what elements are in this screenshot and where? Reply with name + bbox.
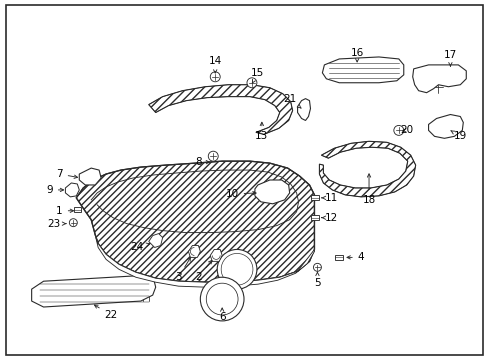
Text: 21: 21 (283, 94, 301, 108)
Circle shape (208, 151, 218, 161)
Text: 8: 8 (195, 157, 209, 167)
Polygon shape (322, 57, 403, 83)
Text: 2: 2 (195, 260, 211, 282)
Polygon shape (188, 246, 200, 257)
Polygon shape (427, 114, 462, 138)
Text: 3: 3 (175, 258, 190, 282)
Polygon shape (319, 141, 415, 197)
Polygon shape (95, 235, 314, 287)
Text: 22: 22 (94, 305, 118, 320)
Polygon shape (254, 180, 289, 204)
Text: 19: 19 (450, 131, 466, 141)
Text: 7: 7 (56, 169, 78, 179)
Text: 18: 18 (362, 174, 375, 205)
Text: 13: 13 (255, 122, 268, 141)
Text: 11: 11 (321, 193, 337, 203)
Polygon shape (412, 65, 466, 93)
Text: 10: 10 (225, 189, 256, 199)
Circle shape (217, 249, 256, 289)
Polygon shape (297, 99, 310, 121)
Text: 5: 5 (313, 272, 320, 288)
Circle shape (200, 277, 244, 321)
Polygon shape (32, 275, 155, 307)
Circle shape (246, 78, 256, 88)
Polygon shape (210, 249, 222, 261)
Text: 12: 12 (321, 213, 337, 223)
Polygon shape (76, 161, 314, 282)
Text: 15: 15 (251, 68, 264, 83)
Polygon shape (148, 234, 163, 247)
Text: 20: 20 (399, 125, 412, 135)
Text: 23: 23 (47, 219, 66, 229)
Polygon shape (79, 168, 101, 185)
Text: 24: 24 (130, 243, 149, 252)
Bar (335, 255, 343, 260)
Text: 17: 17 (443, 50, 456, 66)
Circle shape (313, 264, 321, 271)
Text: 1: 1 (56, 206, 73, 216)
Circle shape (210, 72, 220, 82)
Polygon shape (148, 85, 292, 134)
Bar (311, 195, 319, 201)
Bar (74, 207, 81, 212)
Bar (311, 215, 319, 220)
Text: 4: 4 (346, 252, 364, 262)
Polygon shape (65, 183, 79, 197)
Text: 14: 14 (208, 56, 222, 73)
Text: 6: 6 (219, 308, 225, 322)
Circle shape (69, 219, 77, 227)
Text: 9: 9 (46, 185, 63, 195)
Text: 16: 16 (350, 48, 363, 62)
Circle shape (393, 125, 403, 135)
